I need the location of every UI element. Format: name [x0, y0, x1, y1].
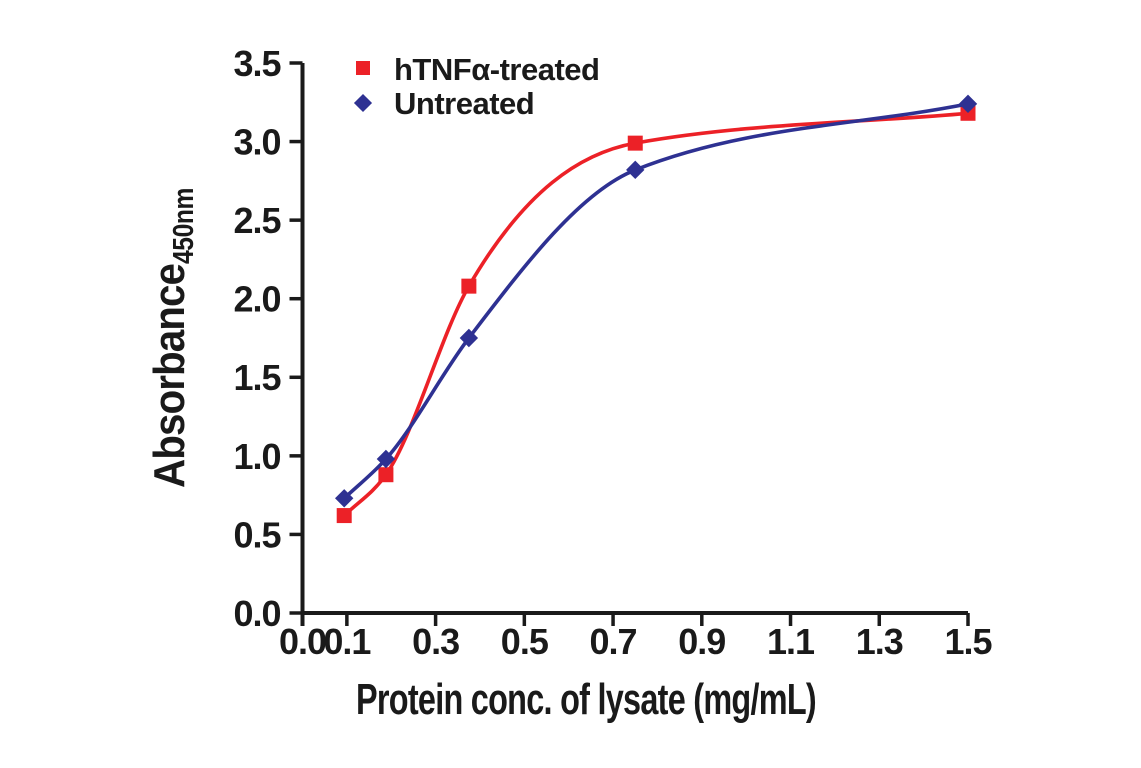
- data-point-htnf-treated: [336, 508, 352, 524]
- legend-marker-treated-square-icon: [356, 61, 370, 75]
- y-axis-title: Absorbance450nm: [145, 188, 200, 488]
- data-point-untreated: [459, 328, 479, 348]
- x-tick-label: 1.1: [767, 621, 815, 662]
- data-point-untreated: [958, 94, 978, 114]
- x-axis-title: Protein conc. of lysate (mg/mL): [356, 675, 816, 724]
- x-tick-label: 0.3: [412, 621, 459, 662]
- y-tick-label: 2.0: [233, 279, 280, 320]
- x-tick-label: 0.1: [323, 621, 371, 662]
- x-tick-label: 0.5: [501, 621, 549, 662]
- data-point-untreated: [626, 160, 645, 180]
- x-tick-label: 0.9: [678, 621, 725, 662]
- legend: hTNFα-treated Untreated: [353, 52, 600, 121]
- legend-marker-untreated-diamond-icon: [353, 93, 373, 113]
- y-tick-label: 1.0: [233, 436, 280, 477]
- series-line-htnf-treated: [342, 111, 970, 518]
- x-tick-label: 1.5: [944, 621, 992, 662]
- y-axis-title-main: Absorbance: [145, 264, 194, 488]
- legend-label-treated: hTNFα-treated: [394, 52, 599, 87]
- legend-label-untreated: Untreated: [394, 86, 534, 121]
- y-tick-label: 3.0: [233, 122, 280, 163]
- y-tick-label: 1.5: [233, 357, 281, 398]
- data-point-untreated: [335, 489, 354, 508]
- data-point-htnf-treated: [627, 135, 643, 151]
- y-tick-label: 0.5: [233, 514, 281, 555]
- plot-area: 0.00.51.01.52.02.53.03.50.00.1 0.3 0.5 0.7 0…: [233, 43, 993, 662]
- data-point-htnf-treated: [960, 105, 976, 121]
- series-line-untreated: [342, 102, 970, 501]
- data-point-htnf-treated: [461, 278, 477, 294]
- x-tick-label: 0.0: [279, 621, 326, 662]
- y-axis-title-subscript: 450nm: [168, 188, 200, 264]
- data-point-htnf-treated: [378, 467, 394, 483]
- y-tick-label: 3.5: [233, 43, 281, 84]
- data-point-untreated: [376, 449, 396, 469]
- y-tick-label: 2.5: [233, 200, 281, 241]
- x-tick-label: 0.7: [590, 621, 637, 662]
- x-tick-label: 1.3: [856, 621, 903, 662]
- y-tick-label: 0.0: [233, 593, 280, 634]
